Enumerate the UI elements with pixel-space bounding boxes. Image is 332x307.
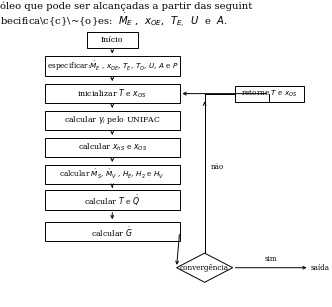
Text: sim: sim — [265, 255, 278, 263]
FancyBboxPatch shape — [45, 165, 180, 184]
Text: não: não — [210, 163, 224, 171]
FancyBboxPatch shape — [45, 111, 180, 130]
FancyBboxPatch shape — [87, 32, 138, 48]
Text: especificar:$\dot{M}_E$ , $x_{OE}$, $T_E$, $T_O$, $U$, $A$ e $P$: especificar:$\dot{M}_E$ , $x_{OE}$, $T_E… — [46, 59, 178, 73]
Polygon shape — [177, 253, 233, 282]
FancyBboxPatch shape — [45, 190, 180, 210]
FancyBboxPatch shape — [235, 86, 304, 102]
Text: calcular $\dot{M}_S$, $\dot{M}_V$ , $H_E$, $H_2$ e $H_V$: calcular $\dot{M}_S$, $\dot{M}_V$ , $H_E… — [59, 168, 165, 181]
Text: inicializar $T$ e $x_{OS}$: inicializar $T$ e $x_{OS}$ — [77, 87, 147, 100]
Text: Início: Início — [101, 36, 124, 44]
FancyBboxPatch shape — [45, 222, 180, 241]
Text: calcular $\dot{G}$: calcular $\dot{G}$ — [91, 225, 133, 239]
Text: convergência: convergência — [180, 264, 229, 272]
FancyBboxPatch shape — [45, 56, 180, 76]
Text: saída: saída — [311, 264, 330, 272]
Text: calcular $T$ e $\dot{Q}$: calcular $T$ e $\dot{Q}$ — [84, 193, 140, 208]
Text: óleo que pode ser alcançadas a partir das seguint: óleo que pode ser alcançadas a partir da… — [0, 2, 252, 11]
Text: becifica\c{c}\~{o}es:  $\dot{M}_E$ ,  $x_{OE}$,  $T_{E,}$  $U$  e  $A$.: becifica\c{c}\~{o}es: $\dot{M}_E$ , $x_{… — [0, 12, 228, 30]
Text: calcular $x_{hS}$ e $x_{OS}$: calcular $x_{hS}$ e $x_{OS}$ — [78, 142, 147, 153]
FancyBboxPatch shape — [45, 84, 180, 103]
Text: calcular $\gamma_i$ pelo UNIFAC: calcular $\gamma_i$ pelo UNIFAC — [64, 114, 161, 126]
Text: retorne $T$ e $x_{OS}$: retorne $T$ e $x_{OS}$ — [241, 88, 297, 99]
FancyBboxPatch shape — [45, 138, 180, 157]
